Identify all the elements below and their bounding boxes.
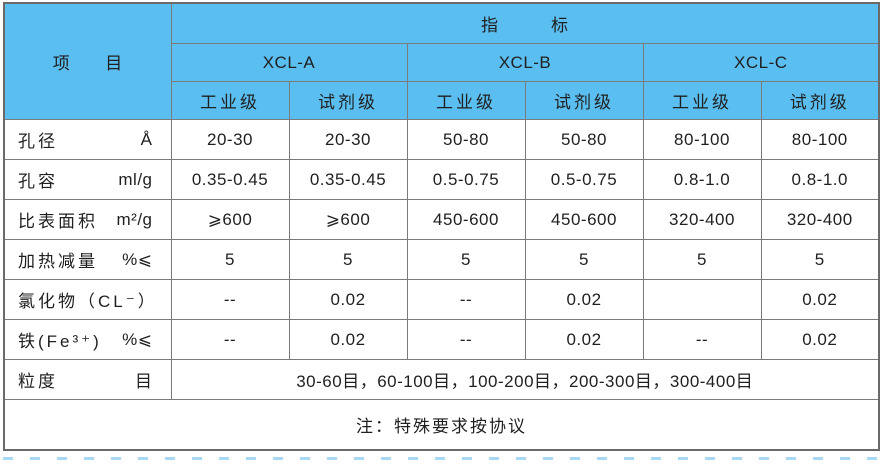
row-label-pore-volume: 孔容 ml/g (3, 159, 172, 200)
row-unit: %⩽ (122, 329, 153, 349)
row-name: 加热减量 (18, 252, 98, 271)
header-product-xcl-b: XCL-B (406, 43, 644, 82)
table-cell (642, 279, 762, 320)
row-label-heating-loss: 加热减量 %⩽ (3, 239, 172, 280)
note-cell: 注：特殊要求按协议 (3, 399, 880, 451)
table-cell: 5 (170, 239, 290, 280)
table-cell: -- (406, 279, 526, 320)
row-label-chloride: 氯化物（CL⁻） (3, 279, 172, 320)
header-item-cell: 项 目 (3, 2, 172, 120)
particle-size-value-cell: 30-60目，60-100目，100-200目，200-300目，300-400… (170, 359, 880, 400)
row-label-particle-size: 粒度 目 (3, 359, 172, 400)
header-product-xcl-a: XCL-A (170, 43, 408, 82)
table-cell: 5 (288, 239, 408, 280)
row-specific-surface-area: 比表面积 m²/g ⩾600 ⩾600 450-600 450-600 320-… (3, 199, 880, 240)
table-cell: 320-400 (642, 199, 762, 240)
table-cell: 80-100 (760, 119, 880, 160)
table-cell: -- (642, 319, 762, 360)
table-cell: 320-400 (760, 199, 880, 240)
table-cell: 0.35-0.45 (170, 159, 290, 200)
table-cell: 50-80 (524, 119, 644, 160)
row-name: 铁(Fe³⁺) (18, 332, 102, 351)
table-cell: ⩾600 (170, 199, 290, 240)
table-cell: 20-30 (288, 119, 408, 160)
row-particle-size: 粒度 目 30-60目，60-100目，100-200目，200-300目，30… (3, 359, 880, 400)
product-spec-table: 项 目 指 标 XCL-A XCL-B XCL-C 工业级 试剂级 工业级 试剂… (3, 2, 880, 451)
row-name: 孔径 (18, 132, 58, 151)
row-label-pore-diameter: 孔径 Å (3, 119, 172, 160)
row-unit: Å (140, 129, 153, 149)
table-cell: 0.02 (760, 279, 880, 320)
header-grade-reagent-a: 试剂级 (288, 81, 408, 120)
row-note: 注：特殊要求按协议 (3, 399, 880, 451)
table-cell: 0.5-0.75 (406, 159, 526, 200)
row-name: 比表面积 (18, 212, 98, 231)
table-cell: 0.02 (524, 279, 644, 320)
row-label-specific-surface-area: 比表面积 m²/g (3, 199, 172, 240)
header-row-grades: 工业级 试剂级 工业级 试剂级 工业级 试剂级 (4, 81, 880, 120)
row-chloride: 氯化物（CL⁻） -- 0.02 -- 0.02 0.02 (3, 279, 880, 320)
table-cell: 0.02 (288, 279, 408, 320)
header-indicator-cell: 指 标 (170, 2, 880, 44)
table-cell: -- (170, 319, 290, 360)
row-pore-volume: 孔容 ml/g 0.35-0.45 0.35-0.45 0.5-0.75 0.5… (3, 159, 880, 200)
table-cell: -- (406, 319, 526, 360)
row-iron: 铁(Fe³⁺) %⩽ -- 0.02 -- 0.02 -- 0.02 (3, 319, 880, 360)
header-grade-industrial-c: 工业级 (642, 81, 762, 120)
header-row-indicator: 项 目 指 标 (3, 2, 880, 120)
row-unit: m²/g (116, 209, 153, 229)
table-cell: 0.02 (760, 319, 880, 360)
table-cell: 450-600 (406, 199, 526, 240)
table-cell: 0.02 (288, 319, 408, 360)
row-pore-diameter: 孔径 Å 20-30 20-30 50-80 50-80 80-100 80-1… (3, 119, 880, 160)
header-product-xcl-c: XCL-C (642, 43, 880, 82)
row-label-iron: 铁(Fe³⁺) %⩽ (3, 319, 172, 360)
row-name: 粒度 (18, 372, 58, 391)
table-cell: 0.5-0.75 (524, 159, 644, 200)
row-unit: 目 (135, 372, 153, 391)
table-cell: 5 (642, 239, 762, 280)
table-cell: 0.02 (524, 319, 644, 360)
next-table-edge (3, 451, 878, 460)
table-cell: 80-100 (642, 119, 762, 160)
row-name: 氯化物（CL⁻） (18, 292, 158, 311)
header-grade-reagent-c: 试剂级 (760, 81, 880, 120)
table-cell: 0.8-1.0 (760, 159, 880, 200)
header-row-products: XCL-A XCL-B XCL-C (4, 43, 880, 82)
row-name: 孔容 (18, 172, 58, 191)
table-cell: 450-600 (524, 199, 644, 240)
table-cell: -- (170, 279, 290, 320)
table-cell: 20-30 (170, 119, 290, 160)
row-unit: ml/g (118, 169, 153, 189)
table-cell: ⩾600 (288, 199, 408, 240)
row-unit: %⩽ (122, 249, 153, 269)
table-cell: 5 (406, 239, 526, 280)
header-grade-industrial-a: 工业级 (170, 81, 290, 120)
row-heating-loss: 加热减量 %⩽ 5 5 5 5 5 5 (3, 239, 880, 280)
header-grade-reagent-b: 试剂级 (524, 81, 644, 120)
header-grade-industrial-b: 工业级 (406, 81, 526, 120)
table-cell: 0.35-0.45 (288, 159, 408, 200)
table-cell: 50-80 (406, 119, 526, 160)
table-cell: 5 (760, 239, 880, 280)
table-cell: 0.8-1.0 (642, 159, 762, 200)
table-cell: 5 (524, 239, 644, 280)
